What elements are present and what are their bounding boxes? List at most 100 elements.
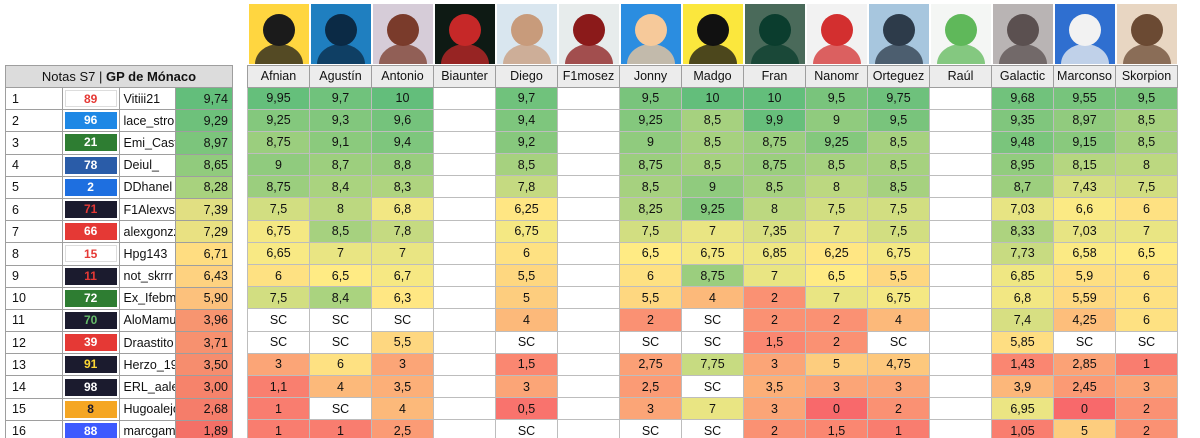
car-number-cell: 70 [61,308,120,333]
nanomr-driver-avatar-icon [806,3,867,64]
grade-row: 3 6 3 1,5 2,75 7,75 3 5 4,75 1,43 2,85 1 [247,352,1178,376]
grade-cell: 2,5 [371,419,434,438]
grader-avatar-cell [930,3,992,65]
grade-cell: 6 [1115,197,1178,221]
grade-cell [433,197,496,221]
avatar-figure [572,13,605,46]
grade-cell: 8,5 [681,153,744,177]
grade-cell: SC [371,308,434,332]
driver-name-cell: Draastito [118,331,177,355]
avatar-body [316,43,365,64]
average-score-cell: 5,90 [175,286,233,310]
grade-cell: 6,8 [991,286,1054,310]
grade-cell: 6,85 [743,241,806,266]
grade-cell: 8,5 [681,108,744,132]
grade-cell [433,175,496,199]
grade-cell [929,197,992,221]
jonny-cartoon-avatar-icon [620,3,681,64]
grade-cell: 5,5 [867,263,930,288]
grade-cell: 6,75 [247,219,310,243]
car-number-badge: 72 [64,289,117,307]
average-score-cell: 3,96 [175,308,233,333]
standings-row: 4 78 Deiul_ 8,65 [5,153,233,177]
grade-cell [433,241,496,266]
average-score-cell: 2,68 [175,397,233,421]
grade-cell: 5,5 [619,286,682,310]
grader-avatar-cell [682,3,744,65]
grade-cell: SC [867,330,930,354]
position-cell: 16 [5,419,63,438]
grade-cell: 6,5 [619,241,682,266]
avatar-figure [262,13,295,46]
avatar-body [626,43,675,64]
grade-cell: 2,45 [1053,374,1116,399]
f1mosez-cartoon-avatar-icon [558,3,619,64]
grade-cell: 9 [681,175,744,199]
grade-cell: 4 [867,308,930,332]
grade-cell [557,286,620,310]
position-cell: 3 [5,131,63,155]
grade-cell: 8,4 [309,286,372,310]
grade-cell: 7,5 [805,197,868,221]
grade-cell: 4 [495,308,558,332]
driver-name-cell: Vitiii21 [118,86,177,111]
grade-cell: 8,3 [371,175,434,199]
grade-cell: 6,65 [247,241,310,266]
grade-cell: SC [681,308,744,332]
grade-cell: 3 [743,352,806,376]
driver-name-cell: alexgonzzalezz_ [118,220,177,244]
grade-cell: 9,5 [805,86,868,110]
avatar-figure [1006,13,1039,46]
grade-cell: SC [309,308,372,332]
grade-cell: 7 [371,241,434,266]
car-number-cell: 89 [61,86,120,111]
grade-cell: 8,75 [743,153,806,177]
avatar-figure [758,13,791,46]
grade-row: 1 1 2,5 SC SC SC 2 1,5 1 1,05 5 2 [247,419,1178,438]
car-number-badge: 71 [64,201,117,219]
grade-cell: 8,5 [681,130,744,155]
grade-cell [433,263,496,288]
grader-avatar-cell [868,3,930,65]
fran-driver-avatar-icon [744,3,805,64]
grade-cell: 5 [805,352,868,376]
grade-cell: 9,5 [619,86,682,110]
driver-name-cell: DDhanel [118,175,177,199]
avatar-figure [1130,13,1163,46]
position-cell: 15 [5,397,63,421]
grade-row: SC SC SC 4 2 SC 2 2 4 7,4 4,25 6 [247,308,1178,332]
grade-cell: 3 [247,352,310,376]
grade-cell [557,153,620,177]
grade-cell [929,153,992,177]
grade-cell: 2,75 [619,352,682,376]
standings-title: Notas S7 | GP de Mónaco [5,65,233,88]
grade-cell [557,308,620,332]
grade-cell [433,219,496,243]
avatar-body [254,43,303,64]
grade-cell: 6 [247,263,310,288]
grade-cell [929,130,992,155]
average-score-cell: 8,28 [175,175,233,199]
grade-cell: 1 [1115,352,1178,376]
grade-cell: SC [495,330,558,354]
grade-cell: 4,25 [1053,308,1116,332]
standings-row: 1688marcgameplay51,89 [5,419,233,438]
grade-cell [433,330,496,354]
grade-cell: 7,5 [247,197,310,221]
avatar-body [378,43,427,64]
grader-avatar-cell [310,3,372,65]
grade-cell: 1,5 [805,419,868,438]
grade-cell: 6,75 [681,241,744,266]
position-cell: 4 [5,153,63,177]
grade-cell: 8,7 [991,175,1054,199]
grade-cell: 9,95 [247,86,310,110]
car-number-badge: 8 [64,400,117,418]
grade-cell: 2 [805,308,868,332]
grade-cell: 7 [309,241,372,266]
car-number-badge: 88 [64,422,117,438]
average-score-cell: 9,29 [175,109,233,133]
grade-cell: 7,8 [371,219,434,243]
grade-cell: 6,75 [867,286,930,310]
grade-cell: 10 [681,86,744,110]
